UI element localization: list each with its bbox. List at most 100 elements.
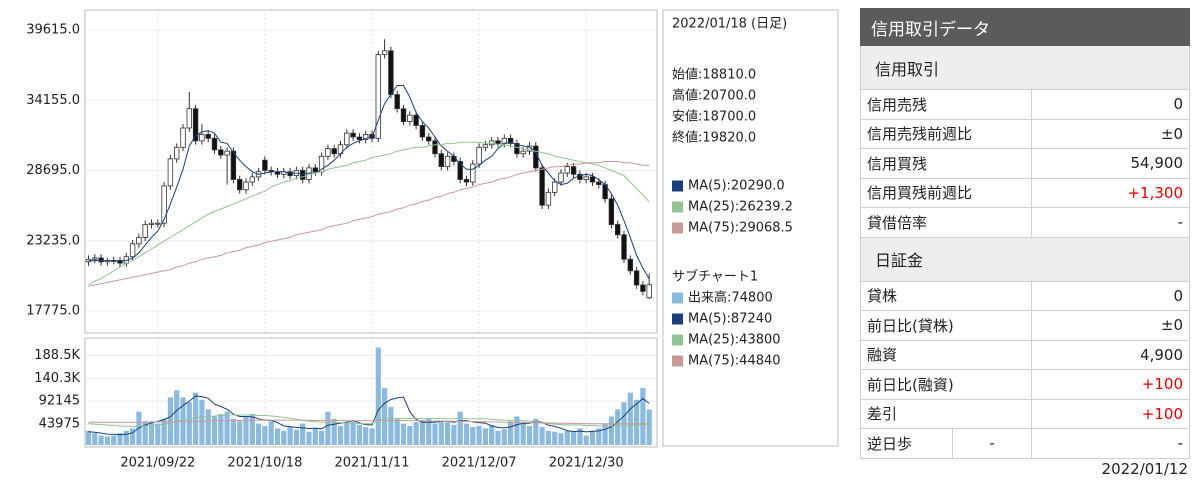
volume-bar <box>419 420 425 445</box>
candle-body <box>161 185 167 224</box>
candle-body <box>589 176 596 183</box>
candle-body <box>356 136 363 140</box>
volume-bar <box>199 399 205 445</box>
row-label: 貸株 <box>860 280 1032 311</box>
volume-bar <box>142 421 148 445</box>
candle-body <box>375 54 381 139</box>
candle-body <box>331 148 337 155</box>
volume-bar <box>558 433 564 445</box>
info-panel <box>662 9 839 447</box>
candle-body <box>615 224 621 236</box>
volume-bar <box>615 409 621 445</box>
volume-bar <box>243 416 249 445</box>
volume-bar <box>193 392 199 445</box>
chart: 2022/01/18 (日足) 始値:18810.0 高値:20700.0 安値… <box>26 9 839 471</box>
volume-bar <box>571 431 577 445</box>
volume-bar <box>564 430 570 445</box>
volume-bar <box>356 425 362 445</box>
candle-body <box>148 222 155 225</box>
row-label: 信用買残前週比 <box>860 177 1032 208</box>
candle-body <box>545 191 552 206</box>
candle-body <box>432 140 438 155</box>
volume-bar <box>256 423 262 445</box>
candle-body <box>199 134 205 142</box>
candle-body <box>186 108 192 129</box>
x-tick-label: 2021/12/07 <box>442 456 517 471</box>
candle-body <box>488 140 495 146</box>
volume-bar <box>262 425 268 445</box>
x-tick-label: 2021/09/22 <box>120 456 195 471</box>
volume-bar <box>325 411 331 445</box>
volume-bar <box>445 422 451 445</box>
ma-line <box>88 414 650 428</box>
candle-body <box>249 176 255 183</box>
candle-body <box>457 161 463 180</box>
candle-body <box>230 150 237 180</box>
section-title: 日証金 <box>860 236 1190 282</box>
volume-bar <box>432 423 438 445</box>
y-tick-label: 140.3K <box>34 371 80 386</box>
candle-body <box>400 108 407 122</box>
legend-entry-swatch <box>672 201 683 213</box>
legend-entry: 出来高:74800 <box>688 290 773 306</box>
volume-bar <box>388 406 394 445</box>
legend-entry-swatch <box>672 334 683 346</box>
row-label: 融資 <box>860 339 1032 370</box>
volume-bar <box>148 422 155 445</box>
candle-body <box>407 114 413 122</box>
candle-body <box>633 270 640 286</box>
subchart-title: サブチャート1 <box>672 269 758 285</box>
x-tick-label: 2021/10/18 <box>227 456 302 471</box>
volume-bar <box>634 399 640 445</box>
volume-bar <box>526 425 533 445</box>
price-panel <box>84 9 658 334</box>
row-value: 4,900 <box>1030 339 1191 370</box>
volume-bar <box>268 421 274 445</box>
row-sub: - <box>952 428 1032 459</box>
legend-entry: MA(75):44840 <box>688 354 781 369</box>
ma-line <box>88 141 650 286</box>
legend-entry: MA(25):26239.2 <box>688 200 793 215</box>
candle-body <box>312 167 318 173</box>
candle-body <box>507 137 514 144</box>
y-tick-label: 39615.0 <box>26 23 80 38</box>
volume-bar <box>331 418 337 445</box>
volume-bar <box>161 418 167 445</box>
volume-bar <box>375 347 381 445</box>
row-value: - <box>1030 428 1191 459</box>
candle-body <box>646 284 652 299</box>
volume-bar <box>640 387 646 445</box>
candle-body <box>394 94 400 110</box>
volume-bar <box>312 428 318 445</box>
y-tick-label: 43975 <box>39 417 80 432</box>
volume-bar <box>111 435 117 445</box>
candle-body <box>192 108 199 142</box>
candle-body <box>243 181 249 191</box>
y-tick-label: 34155.0 <box>26 93 80 108</box>
y-tick-label: 23235.0 <box>26 233 80 248</box>
candle-body <box>608 198 615 225</box>
volume-bar <box>463 423 470 445</box>
x-tick-label: 2021/12/30 <box>549 456 624 471</box>
candle-body <box>640 284 646 292</box>
candle-body <box>495 140 501 144</box>
volume-bar <box>117 433 123 445</box>
volume-bar <box>457 411 463 445</box>
volume-bar <box>589 430 596 445</box>
ma-line <box>88 85 650 279</box>
info-open: 始値:18810.0 <box>672 67 756 83</box>
table-title: 信用取引データ <box>860 8 1190 46</box>
row-label: 逆日歩 <box>859 428 954 459</box>
legend-entry: MA(75):29068.5 <box>688 221 793 236</box>
row-value: 54,900 <box>1030 148 1191 179</box>
candle-body <box>136 236 142 245</box>
legend-entry: MA(25):43800 <box>688 333 781 348</box>
volume-bar <box>394 418 400 445</box>
volume-bar <box>514 416 520 445</box>
volume-bar <box>476 425 482 445</box>
candle-body <box>381 50 388 56</box>
volume-bar <box>407 425 413 445</box>
candle-body <box>583 176 589 180</box>
x-tick-label: 2021/11/11 <box>335 456 410 471</box>
